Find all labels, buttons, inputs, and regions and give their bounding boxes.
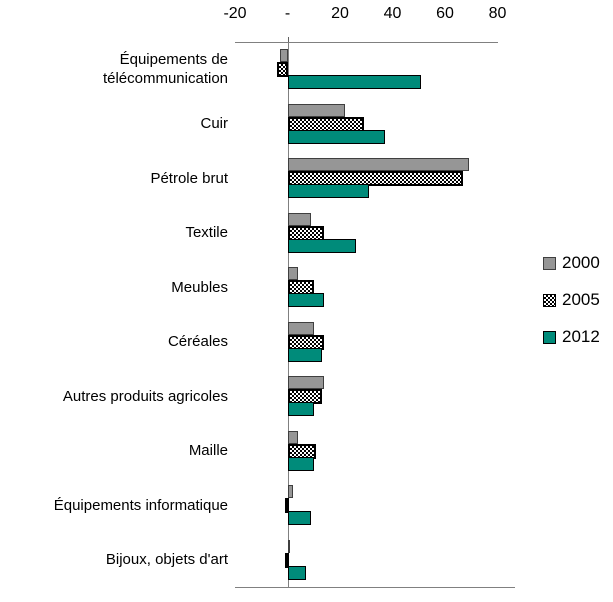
bar-2000 — [287, 267, 298, 280]
bar-2012 — [287, 75, 422, 89]
bar-2005 — [277, 62, 288, 77]
bar-2000 — [287, 376, 325, 389]
bar-2000 — [287, 430, 298, 444]
bar-2005 — [287, 116, 364, 132]
bar-2005 — [287, 443, 317, 459]
bar-2012 — [287, 511, 312, 525]
bar-2012 — [287, 184, 369, 198]
bar-2000 — [287, 485, 293, 498]
legend-swatch-2005-icon — [543, 293, 556, 307]
bar-2005 — [284, 552, 289, 568]
bar-2000 — [287, 321, 314, 335]
category-label: Céréales — [167, 333, 228, 351]
bar-2000 — [287, 539, 290, 553]
zero-gridline — [288, 42, 289, 587]
bar-2005 — [287, 389, 322, 404]
category-label: Cuir — [200, 115, 228, 133]
bar-2012 — [287, 456, 314, 471]
bar-2005 — [287, 334, 325, 350]
category-label: Pétrole brut — [150, 169, 228, 187]
category-label: Autres produits agricoles — [62, 387, 228, 405]
category-label: Bijoux, objets d'art — [105, 551, 228, 569]
x-tick-label: -20 — [223, 5, 247, 22]
category-label: Maille — [188, 442, 228, 460]
bar-2012 — [287, 565, 306, 580]
bar-2012 — [287, 402, 314, 416]
x-tick-label: 20 — [331, 5, 349, 22]
bar-2012 — [287, 238, 356, 253]
bar-2000 — [287, 103, 346, 117]
category-label: Textile — [185, 224, 228, 242]
legend-swatch-2012-icon — [543, 330, 556, 344]
bar-2000 — [287, 158, 469, 171]
bar-2012 — [287, 347, 322, 362]
bar-2012 — [287, 129, 385, 144]
legend-item-2012: 2012 — [543, 327, 600, 347]
category-label: Meubles — [171, 278, 228, 296]
bar-2012 — [287, 293, 325, 307]
legend-item-2005: 2005 — [543, 290, 600, 310]
x-axis-line — [235, 42, 498, 43]
legend-swatch-2000-icon — [543, 256, 556, 270]
legend-label-2012: 2012 — [562, 327, 600, 346]
x-tick-label: 60 — [436, 5, 454, 22]
category-label: Équipements de télécommunication — [102, 51, 228, 88]
x-tick-label: 40 — [383, 5, 402, 22]
legend: 2000 2005 2012 — [543, 253, 600, 347]
x-tick-label: - — [284, 5, 291, 22]
x-tick-label: 80 — [488, 5, 507, 22]
category-label: Équipements informatique — [53, 496, 228, 514]
legend-label-2005: 2005 — [562, 290, 600, 309]
legend-item-2000: 2000 — [543, 253, 600, 273]
bar-2000 — [279, 49, 288, 62]
category-baseline — [235, 587, 515, 588]
bar-2005 — [284, 498, 289, 513]
legend-label-2000: 2000 — [562, 253, 600, 272]
bar-2005 — [287, 171, 464, 186]
bar-2000 — [287, 212, 312, 226]
